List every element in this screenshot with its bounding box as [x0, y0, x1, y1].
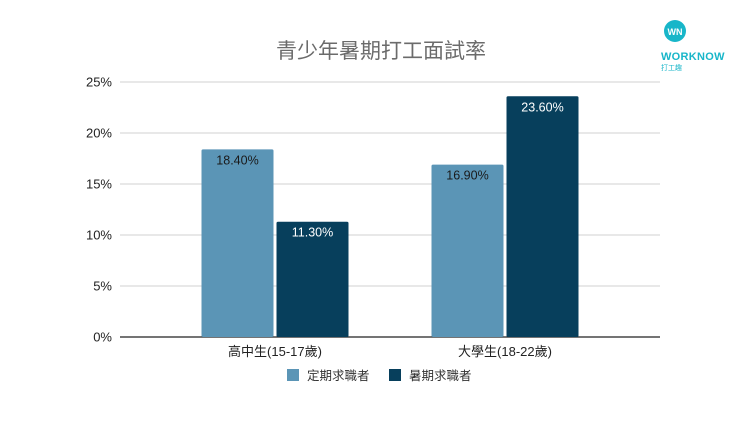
logo-brand: WORKNOW	[661, 51, 725, 63]
x-category-label: 大學生(18-22歲)	[458, 344, 552, 359]
logo-sub: 打工趣	[661, 63, 682, 72]
legend-label: 定期求職者	[307, 368, 370, 383]
bar-value-label: 16.90%	[446, 169, 488, 183]
legend-swatch	[389, 369, 401, 381]
bar-value-label: 11.30%	[292, 226, 333, 240]
legend-label: 暑期求職者	[409, 369, 472, 383]
bar	[276, 221, 349, 337]
bar-value-label: 18.40%	[216, 153, 258, 167]
y-tick-label: 0%	[93, 330, 112, 345]
y-tick-label: 10%	[86, 228, 112, 243]
logo-mark: WN	[668, 27, 683, 37]
y-tick-label: 25%	[86, 75, 112, 90]
bar	[506, 96, 579, 337]
y-tick-label: 20%	[86, 126, 112, 141]
bar	[201, 149, 274, 337]
bar-labels: 18.40% 11.30% 16.90% 23.60%	[216, 100, 563, 239]
legend-swatch	[287, 369, 299, 381]
bar	[431, 164, 504, 337]
bar-value-label: 23.60%	[521, 100, 563, 114]
worknow-logo: WN WORKNOW 打工趣	[661, 20, 725, 72]
legend: 定期求職者 暑期求職者	[287, 368, 472, 383]
x-axis-category-labels: 高中生(15-17歲) 大學生(18-22歲)	[228, 344, 552, 359]
logo-circle	[664, 20, 686, 42]
y-tick-label: 15%	[86, 177, 112, 192]
chart-title: 青少年暑期打工面試率	[276, 40, 486, 63]
y-tick-label: 5%	[93, 279, 112, 294]
gridlines	[120, 81, 660, 338]
y-axis-ticks: 0% 5% 10% 15% 20% 25%	[86, 75, 112, 345]
x-category-label: 高中生(15-17歲)	[228, 344, 322, 359]
bars	[201, 96, 579, 337]
